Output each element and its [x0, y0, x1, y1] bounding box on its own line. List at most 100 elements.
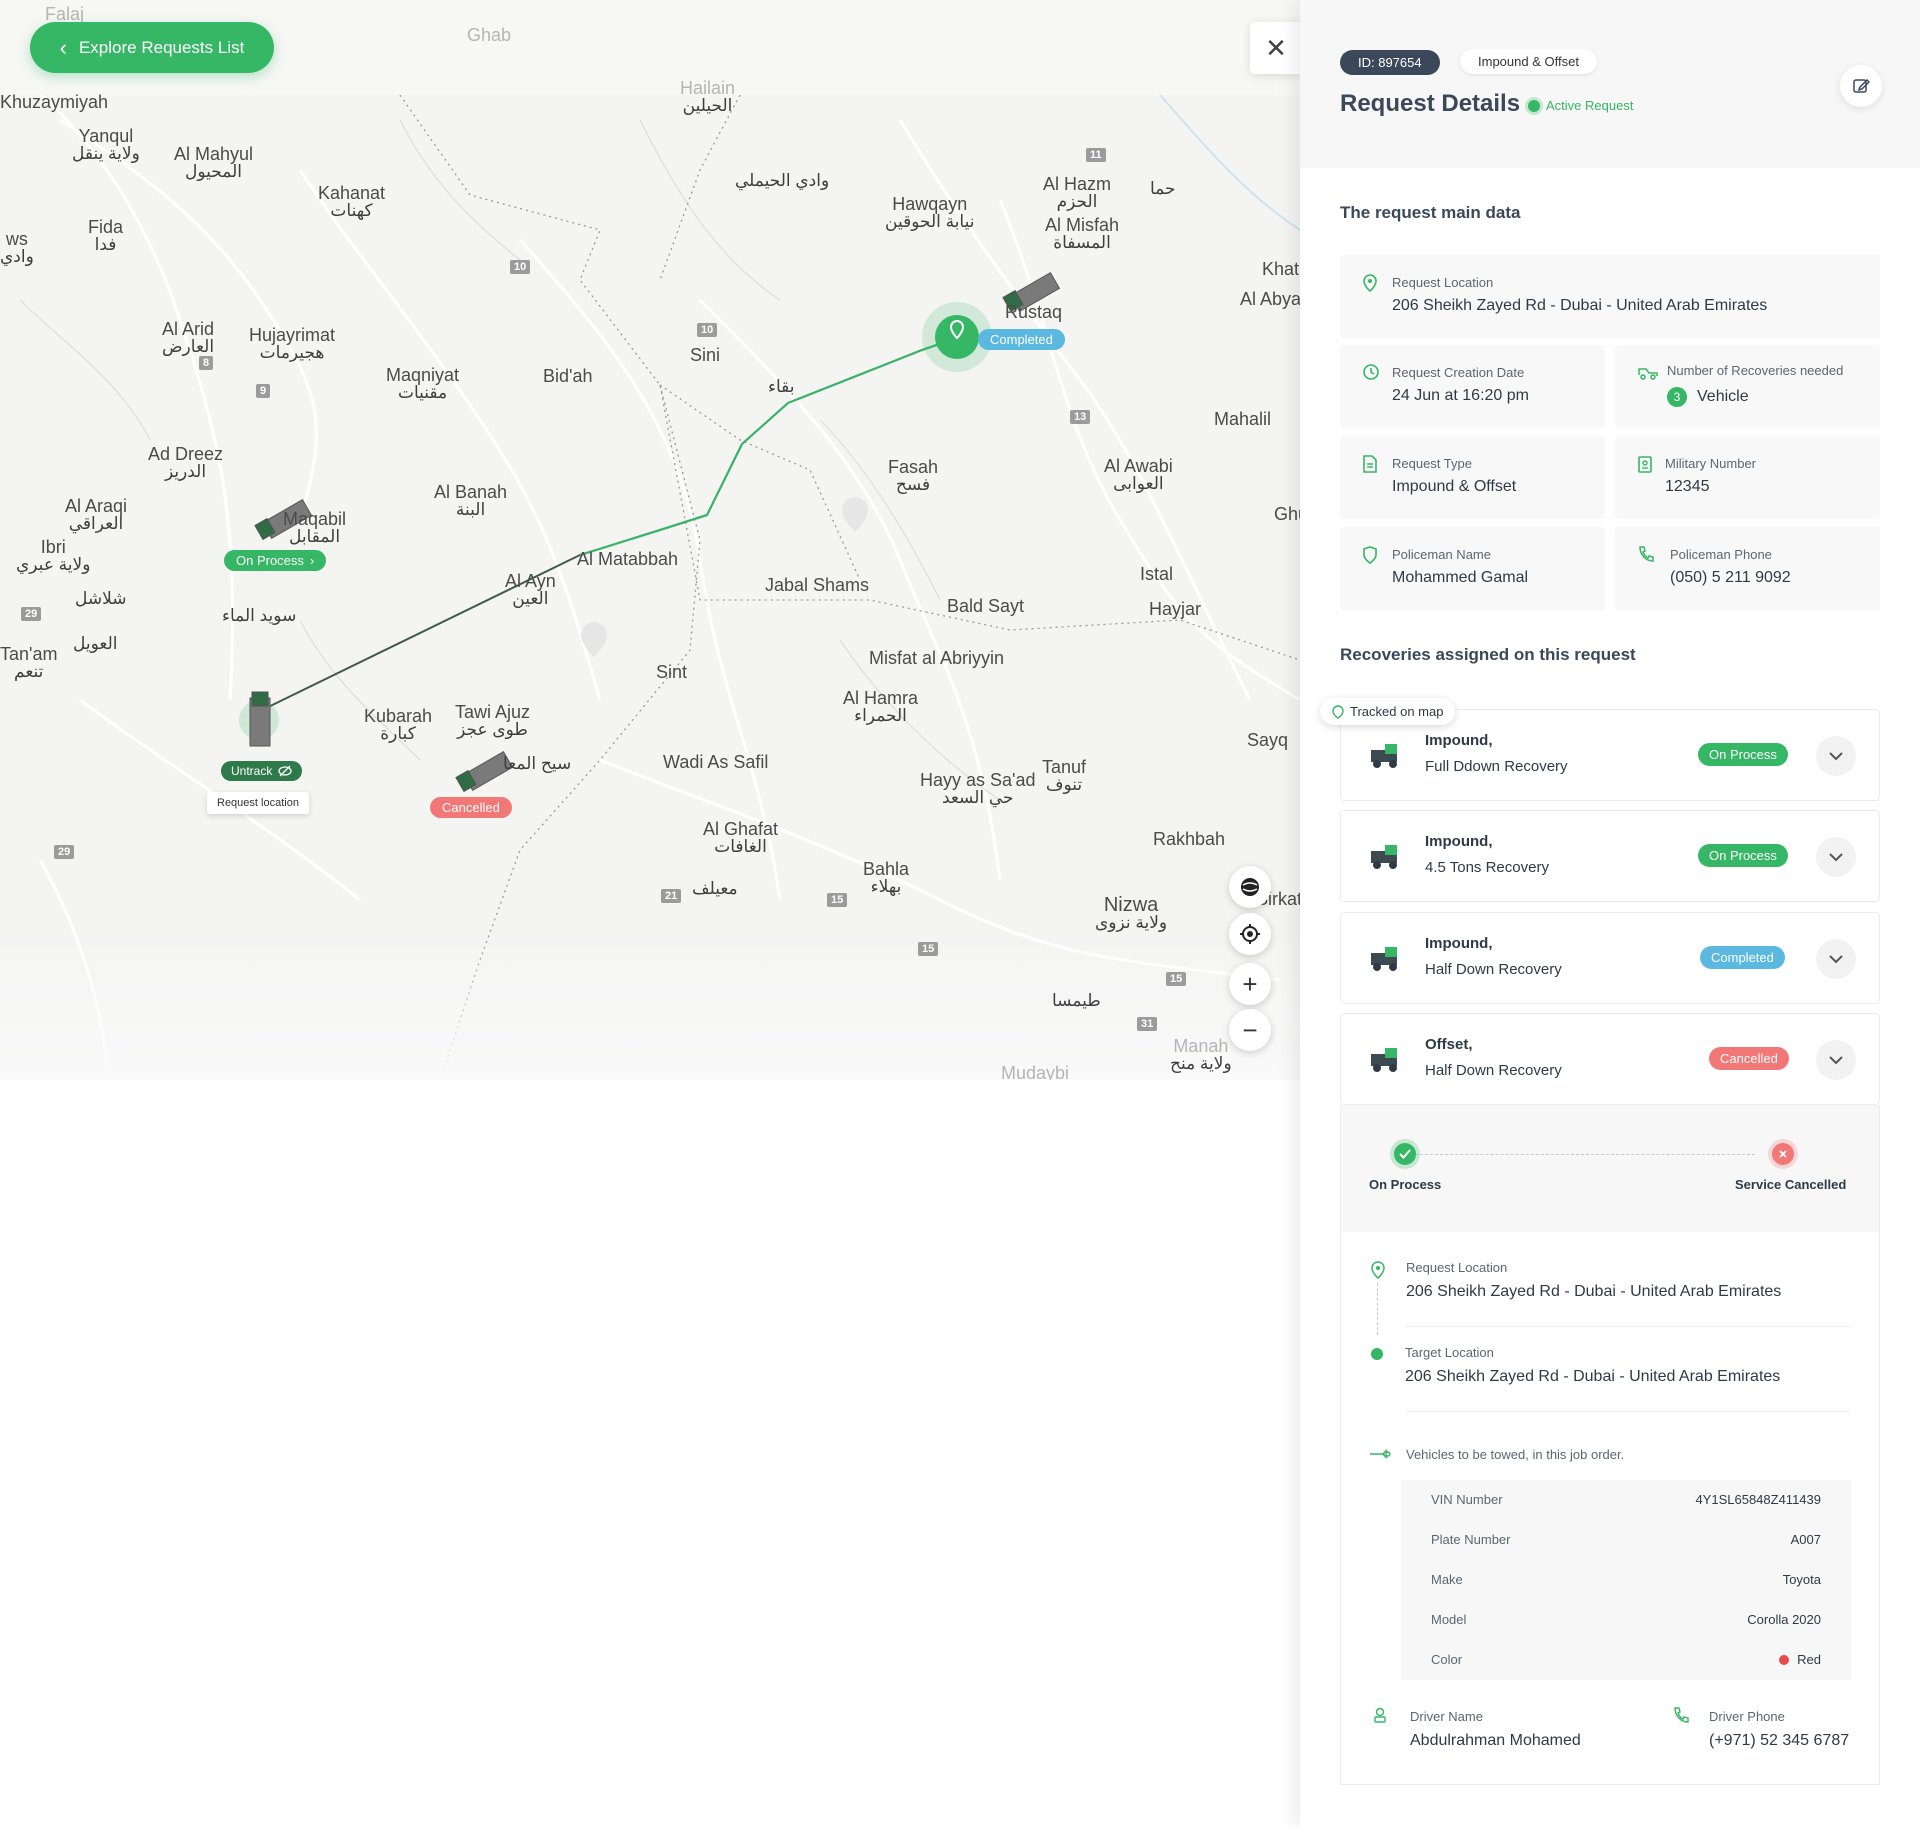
- divider: [1406, 1411, 1851, 1412]
- chevron-down-icon: [1829, 852, 1843, 861]
- place-label: شلاشل: [75, 589, 127, 608]
- place-label: Yanqul ولاية ينقل: [72, 126, 140, 163]
- place-label: وادي الحيملي: [735, 171, 830, 190]
- place-label: Mahalil: [1214, 409, 1272, 429]
- creation-date-label: Request Creation Date: [1392, 365, 1525, 380]
- place-label: Maqabil المقابل: [283, 509, 347, 546]
- place-label: Mudaybi: [1001, 1063, 1070, 1080]
- road-shield: 15: [918, 942, 939, 956]
- vehicle-row: Model Corolla 2020: [1401, 1600, 1851, 1640]
- expanded-request-location-label: Request Location: [1406, 1260, 1508, 1275]
- place-label: Al Hamra الحمراء: [843, 688, 919, 725]
- place-label: معيلف: [692, 879, 738, 898]
- road-shield: 11: [1086, 148, 1106, 162]
- driver-phone-label: Driver Phone: [1709, 1709, 1785, 1724]
- map-view[interactable]: Falaj Ghab Hailain الحيلين Khuzaymiyah Ya…: [0, 0, 1300, 1080]
- place-label: Manah ولاية منح: [1170, 1036, 1232, 1073]
- recovery-item[interactable]: Impound, 4.5 Tons Recovery On Process: [1340, 810, 1880, 902]
- main-data-title: The request main data: [1340, 203, 1521, 222]
- step-end-label: Service Cancelled: [1735, 1177, 1847, 1192]
- completed-marker-label[interactable]: Completed: [978, 329, 1065, 350]
- vehicles-note: Vehicles to be towed, in this job order.: [1406, 1447, 1625, 1462]
- phone-icon: [1639, 546, 1654, 562]
- step-start-label: On Process: [1369, 1177, 1442, 1192]
- status-badge: Active Request: [1528, 98, 1633, 113]
- place-label: Fasah فسح: [888, 457, 939, 494]
- place-label: Al Ayn العين: [505, 571, 556, 608]
- place-label: Ghu: [1274, 504, 1300, 524]
- eye-off-icon: [278, 765, 292, 777]
- route-connector: [1377, 1283, 1378, 1335]
- status-label: Active Request: [1546, 98, 1634, 113]
- stepper-line: [1405, 1154, 1755, 1155]
- on-process-marker-label[interactable]: On Process ›: [224, 550, 327, 571]
- tow-truck-icon: [1371, 1048, 1397, 1072]
- zoom-out-button[interactable]: −: [1229, 1009, 1271, 1051]
- driver-phone-value: (+971) 52 345 6787: [1709, 1732, 1850, 1749]
- place-label: Sayq: [1247, 730, 1289, 750]
- place-label: العويل: [73, 634, 118, 653]
- explore-requests-button[interactable]: ‹ Explore Requests List: [30, 22, 274, 73]
- truck-marker: [249, 272, 1061, 793]
- road-shield: 13: [1070, 410, 1091, 424]
- place-label: Fida فدا: [88, 217, 124, 254]
- place-label: Tanuf تنوف: [1042, 757, 1087, 794]
- target-location-value: 206 Sheikh Zayed Rd - Dubai - United Ara…: [1405, 1368, 1781, 1385]
- vehicle-row: Color Red: [1401, 1640, 1851, 1680]
- recovery-item[interactable]: Offset, Half Down Recovery Cancelled: [1340, 1013, 1880, 1105]
- military-number-value: 12345: [1665, 478, 1710, 495]
- driver-name-label: Driver Name: [1410, 1709, 1483, 1724]
- creation-date-card: Request Creation Date 24 Jun at 16:20 pm: [1340, 345, 1605, 428]
- zoom-in-button[interactable]: +: [1229, 963, 1271, 1005]
- phone-icon: [1674, 1707, 1689, 1723]
- expand-button[interactable]: [1816, 939, 1856, 979]
- place-label: حما: [1150, 179, 1176, 198]
- place-label: Sint: [656, 662, 688, 682]
- check-icon: [1394, 1143, 1416, 1165]
- place-label: Bid'ah: [543, 366, 593, 386]
- close-panel-button[interactable]: ✕: [1250, 22, 1300, 74]
- collapse-button[interactable]: [1816, 1040, 1856, 1080]
- status-badge: Cancelled: [1709, 1047, 1789, 1070]
- edit-button[interactable]: [1840, 65, 1882, 107]
- recoveries-unit: Vehicle: [1697, 388, 1749, 405]
- place-label: Bahla بهلاء: [863, 859, 910, 896]
- tow-truck-icon: [1371, 744, 1397, 768]
- tow-truck-icon: [1371, 947, 1397, 971]
- map-layer-icon[interactable]: [1229, 866, 1271, 908]
- place-label: Al Araqi العراقي: [65, 496, 128, 533]
- cancelled-marker-label[interactable]: Cancelled: [430, 797, 512, 818]
- chevron-down-icon: [1829, 751, 1843, 760]
- untrack-button[interactable]: Untrack: [221, 761, 303, 781]
- road-shield: 29: [54, 845, 75, 859]
- explore-requests-label: Explore Requests List: [78, 37, 245, 57]
- location-pin-icon: [1332, 704, 1344, 719]
- expand-button[interactable]: [1816, 837, 1856, 877]
- place-label: Sini: [690, 345, 721, 365]
- recoveries-count-badge: 3: [1667, 387, 1687, 407]
- poi-icon: [581, 497, 868, 657]
- recovery-details: On Process Service Cancelled Request Loc…: [1340, 1105, 1880, 1785]
- chevron-right-icon: ›: [309, 553, 315, 568]
- locate-icon[interactable]: [1229, 913, 1271, 955]
- expand-button[interactable]: [1816, 736, 1856, 776]
- target-dot-icon: [1371, 1348, 1383, 1360]
- place-label: Al Misfah المسفاة: [1045, 215, 1120, 252]
- creation-date-value: 24 Jun at 16:20 pm: [1392, 387, 1529, 404]
- place-label: Bald Sayt: [947, 596, 1025, 616]
- place-label: Istal: [1140, 564, 1174, 584]
- status-badge: On Process: [1698, 743, 1788, 766]
- status-badge: Completed: [1700, 946, 1785, 969]
- driver-icon: [1374, 1707, 1386, 1723]
- chevron-down-icon: [1829, 954, 1843, 963]
- request-location-tag: Request location: [207, 792, 309, 814]
- tow-truck-icon: [1638, 368, 1658, 380]
- request-id-chip: ID: 897654: [1340, 50, 1440, 75]
- policeman-phone-label: Policeman Phone: [1670, 547, 1772, 562]
- place-label: Tan'am تنعم: [0, 644, 58, 681]
- close-icon: ✕: [1265, 32, 1287, 63]
- request-type-card: Request Type Impound & Offset: [1340, 436, 1605, 519]
- target-location-label: Target Location: [1405, 1345, 1494, 1360]
- recovery-item[interactable]: Impound, Half Down Recovery Completed: [1340, 912, 1880, 1004]
- recovery-type: Offset,: [1425, 1036, 1473, 1053]
